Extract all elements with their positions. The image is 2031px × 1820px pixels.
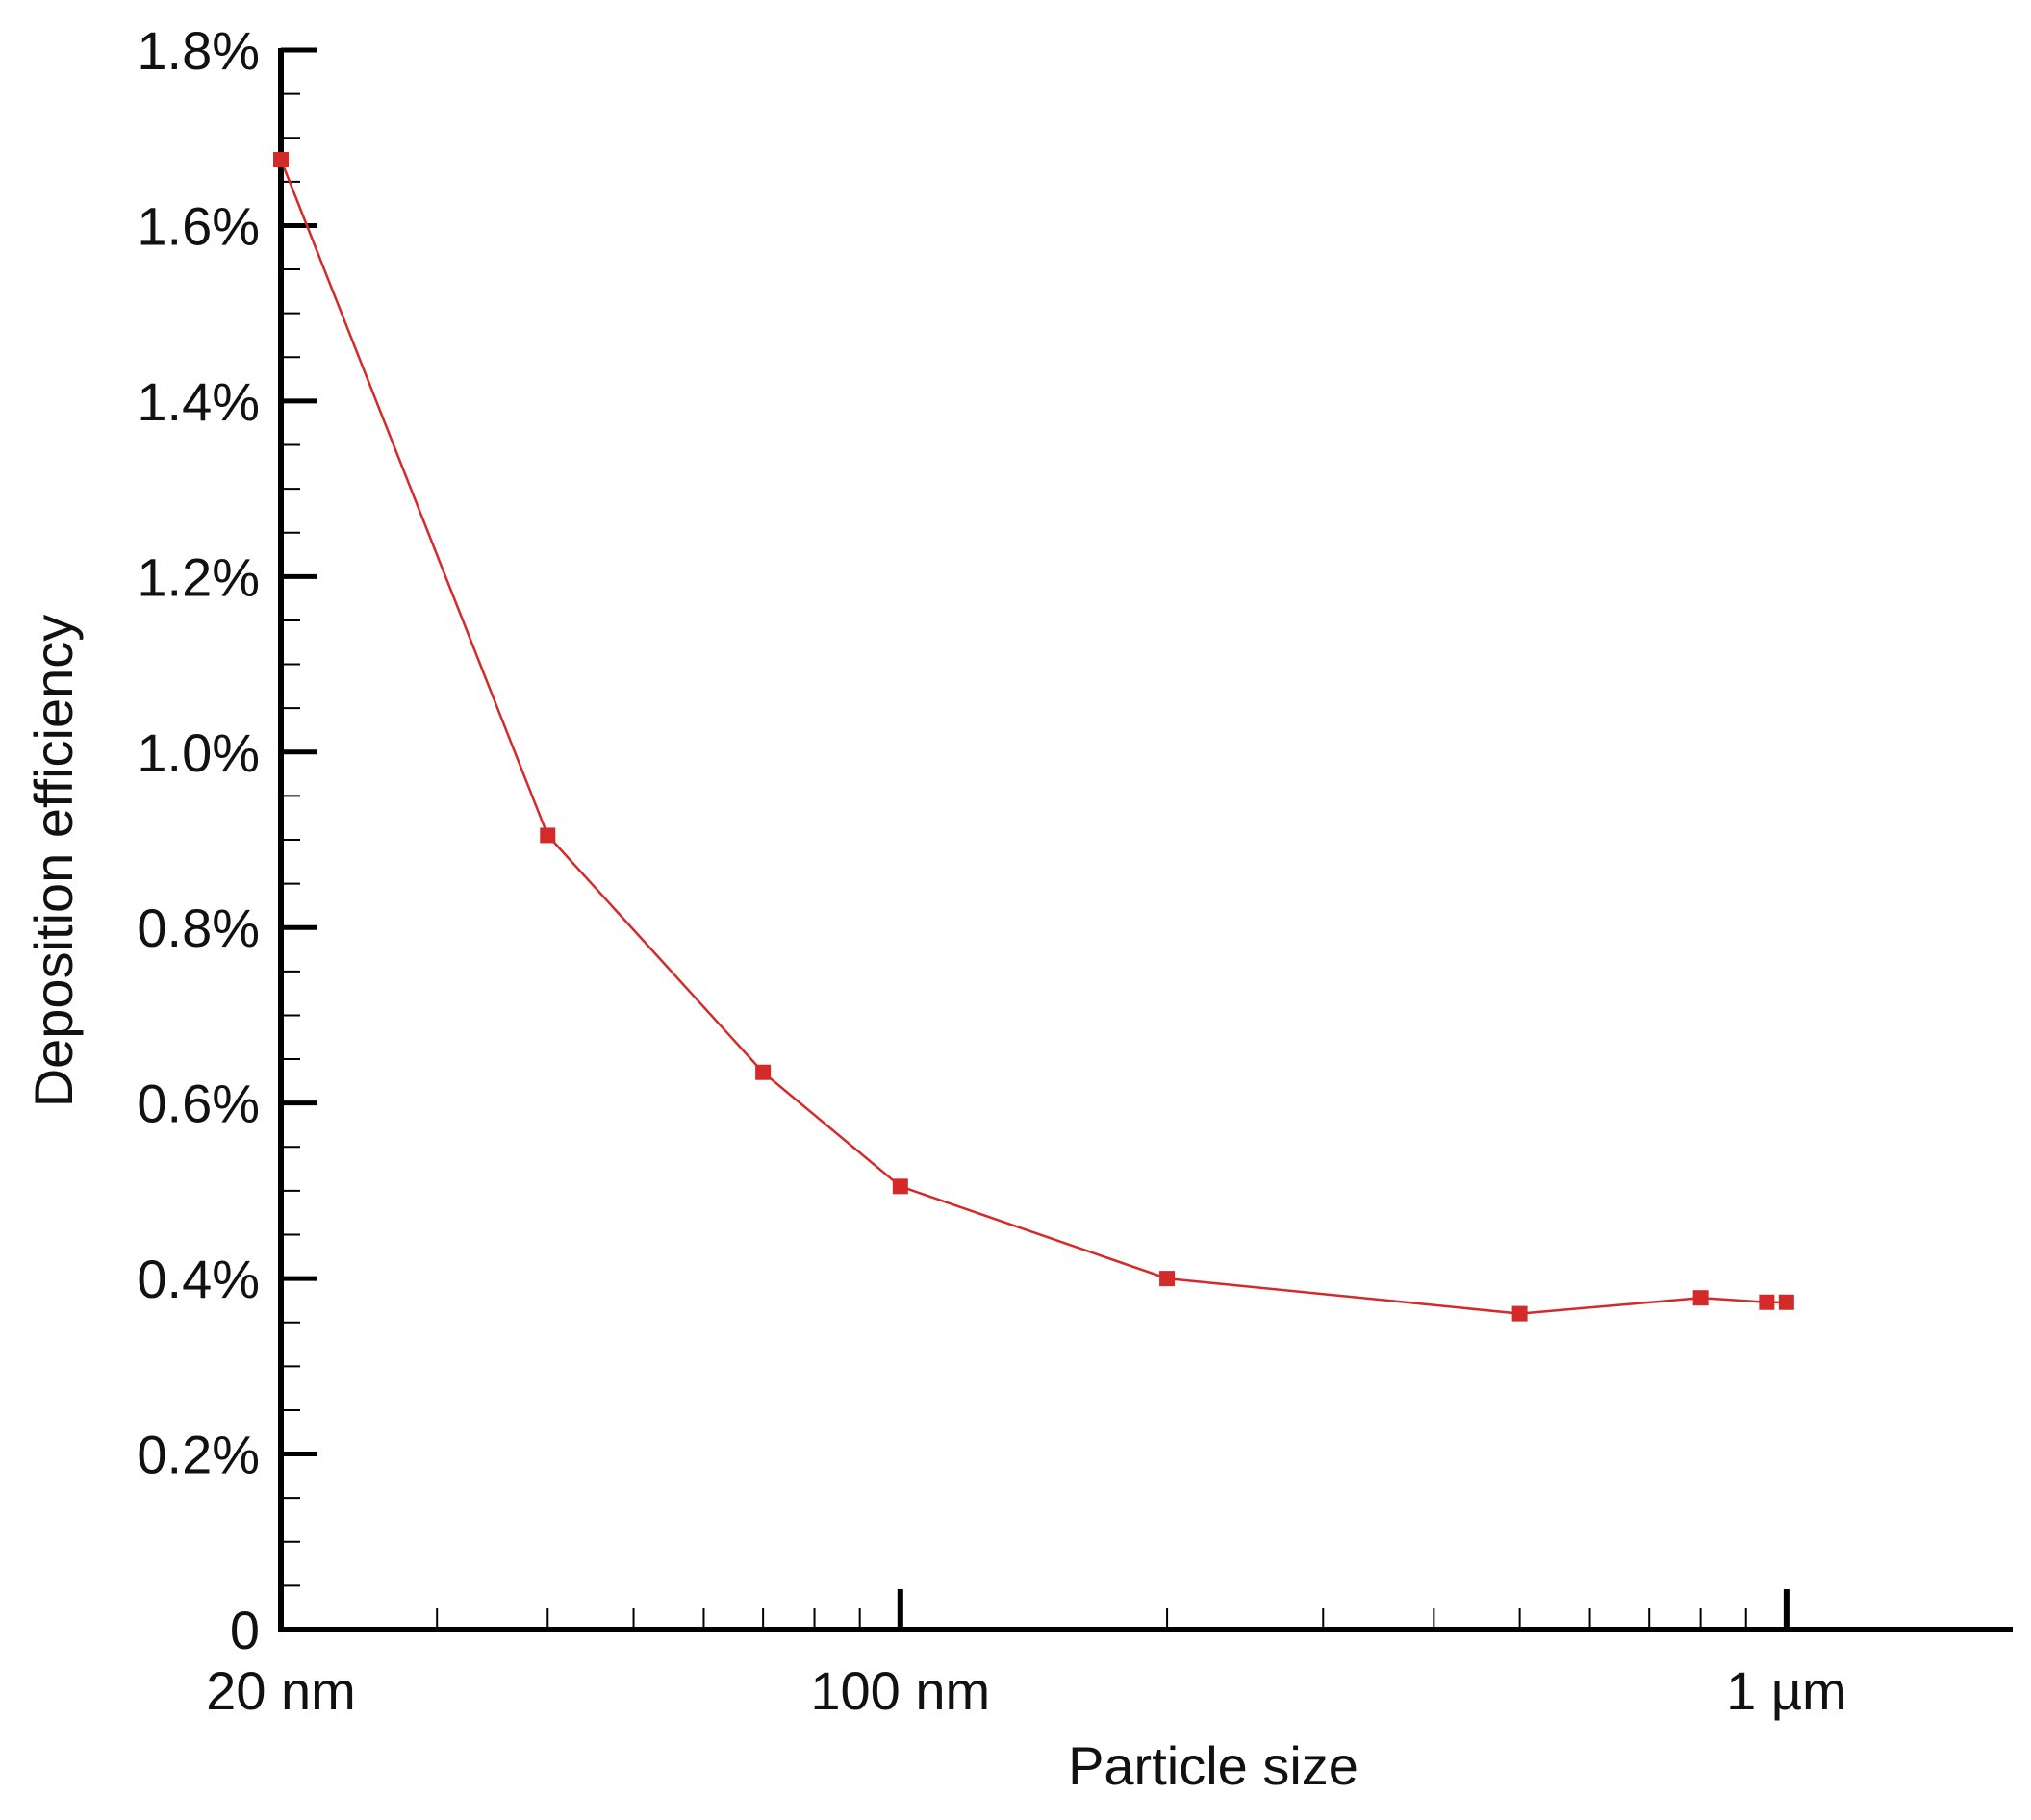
axes [278, 48, 2013, 1632]
y-axis-title: Deposition efficiency [23, 615, 84, 1108]
data-point [1511, 1305, 1528, 1322]
x-tick-label: 1 µm [1726, 1660, 1847, 1721]
data-point [755, 1064, 772, 1080]
y-tick-label: 1.4% [137, 371, 260, 432]
data-point [273, 152, 289, 168]
x-tick-label: 100 nm [810, 1660, 990, 1721]
y-tick-label: 1.2% [137, 546, 260, 607]
x-axis-ticks: 20 nm 100 nm 1 µm [206, 1589, 1847, 1721]
series-group [273, 152, 1794, 1322]
x-axis-title: Particle size [1068, 1735, 1358, 1796]
y-tick-label: 0 [230, 1600, 260, 1660]
y-tick-label: 1.6% [137, 195, 260, 256]
data-point [1692, 1290, 1709, 1306]
y-tick-label: 1.8% [137, 20, 260, 81]
series-line [279, 159, 1787, 1315]
data-point [540, 827, 556, 844]
y-tick-label: 1.0% [137, 722, 260, 783]
y-tick-label: 0.6% [137, 1074, 260, 1134]
y-tick-label: 0.4% [137, 1249, 260, 1309]
y-tick-label: 0.8% [137, 897, 260, 958]
data-point [1159, 1271, 1176, 1287]
y-axis-ticks: 0 0.2% 0.4% 0.6% 0.8% 1.0% 1.2% 1.4% 1.6% 1.8% [137, 20, 317, 1660]
data-point [1759, 1294, 1775, 1310]
y-tick-label: 0.2% [137, 1425, 260, 1485]
data-point [1778, 1294, 1794, 1310]
x-tick-label: 20 nm [206, 1660, 356, 1721]
data-point [892, 1178, 908, 1195]
